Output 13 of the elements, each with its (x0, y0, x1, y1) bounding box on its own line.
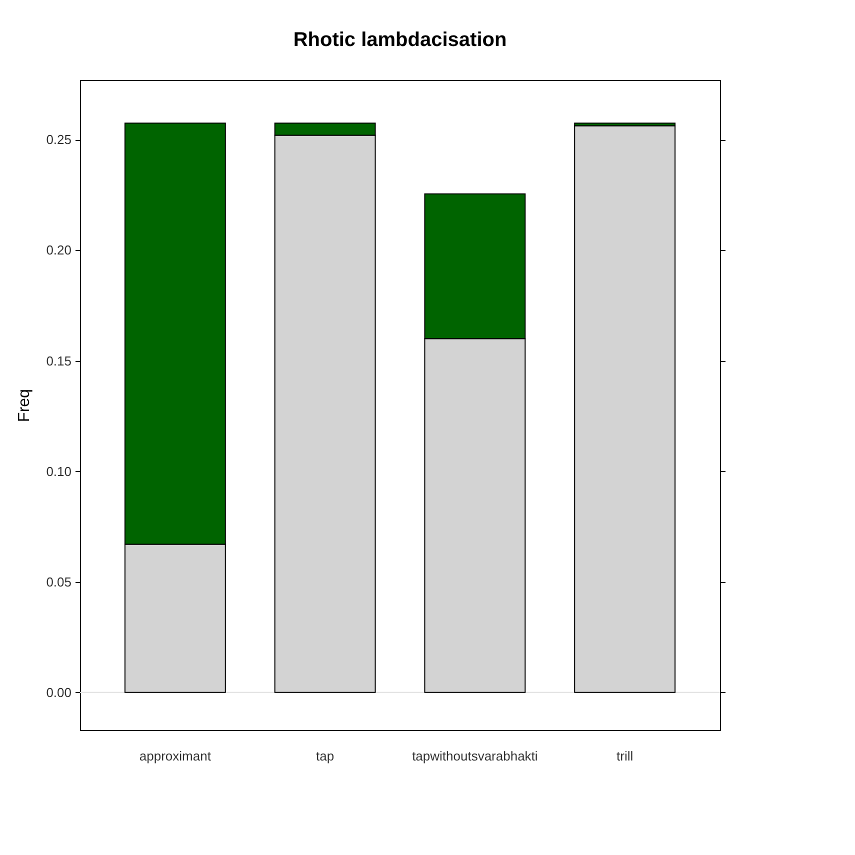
y-tick-label: 0.25 (46, 132, 72, 148)
x-tick-label: tap (316, 748, 334, 764)
x-tick-label: approximant (139, 748, 212, 764)
x-tick-label: trill (616, 748, 634, 764)
chart-title: Rhotic lambdacisation (293, 29, 507, 51)
y-axis-title: Freq (16, 389, 34, 422)
y-tick-label: 0.20 (46, 242, 72, 258)
y-tick-label: 0.10 (46, 464, 72, 479)
y-tick-label: 0.05 (46, 574, 72, 590)
y-tick-label: 0.00 (46, 684, 72, 700)
y-tick-label: 0.15 (46, 353, 72, 368)
x-tick-label: tapwithoutsvarabhakti (412, 748, 538, 764)
bar (574, 125, 676, 693)
